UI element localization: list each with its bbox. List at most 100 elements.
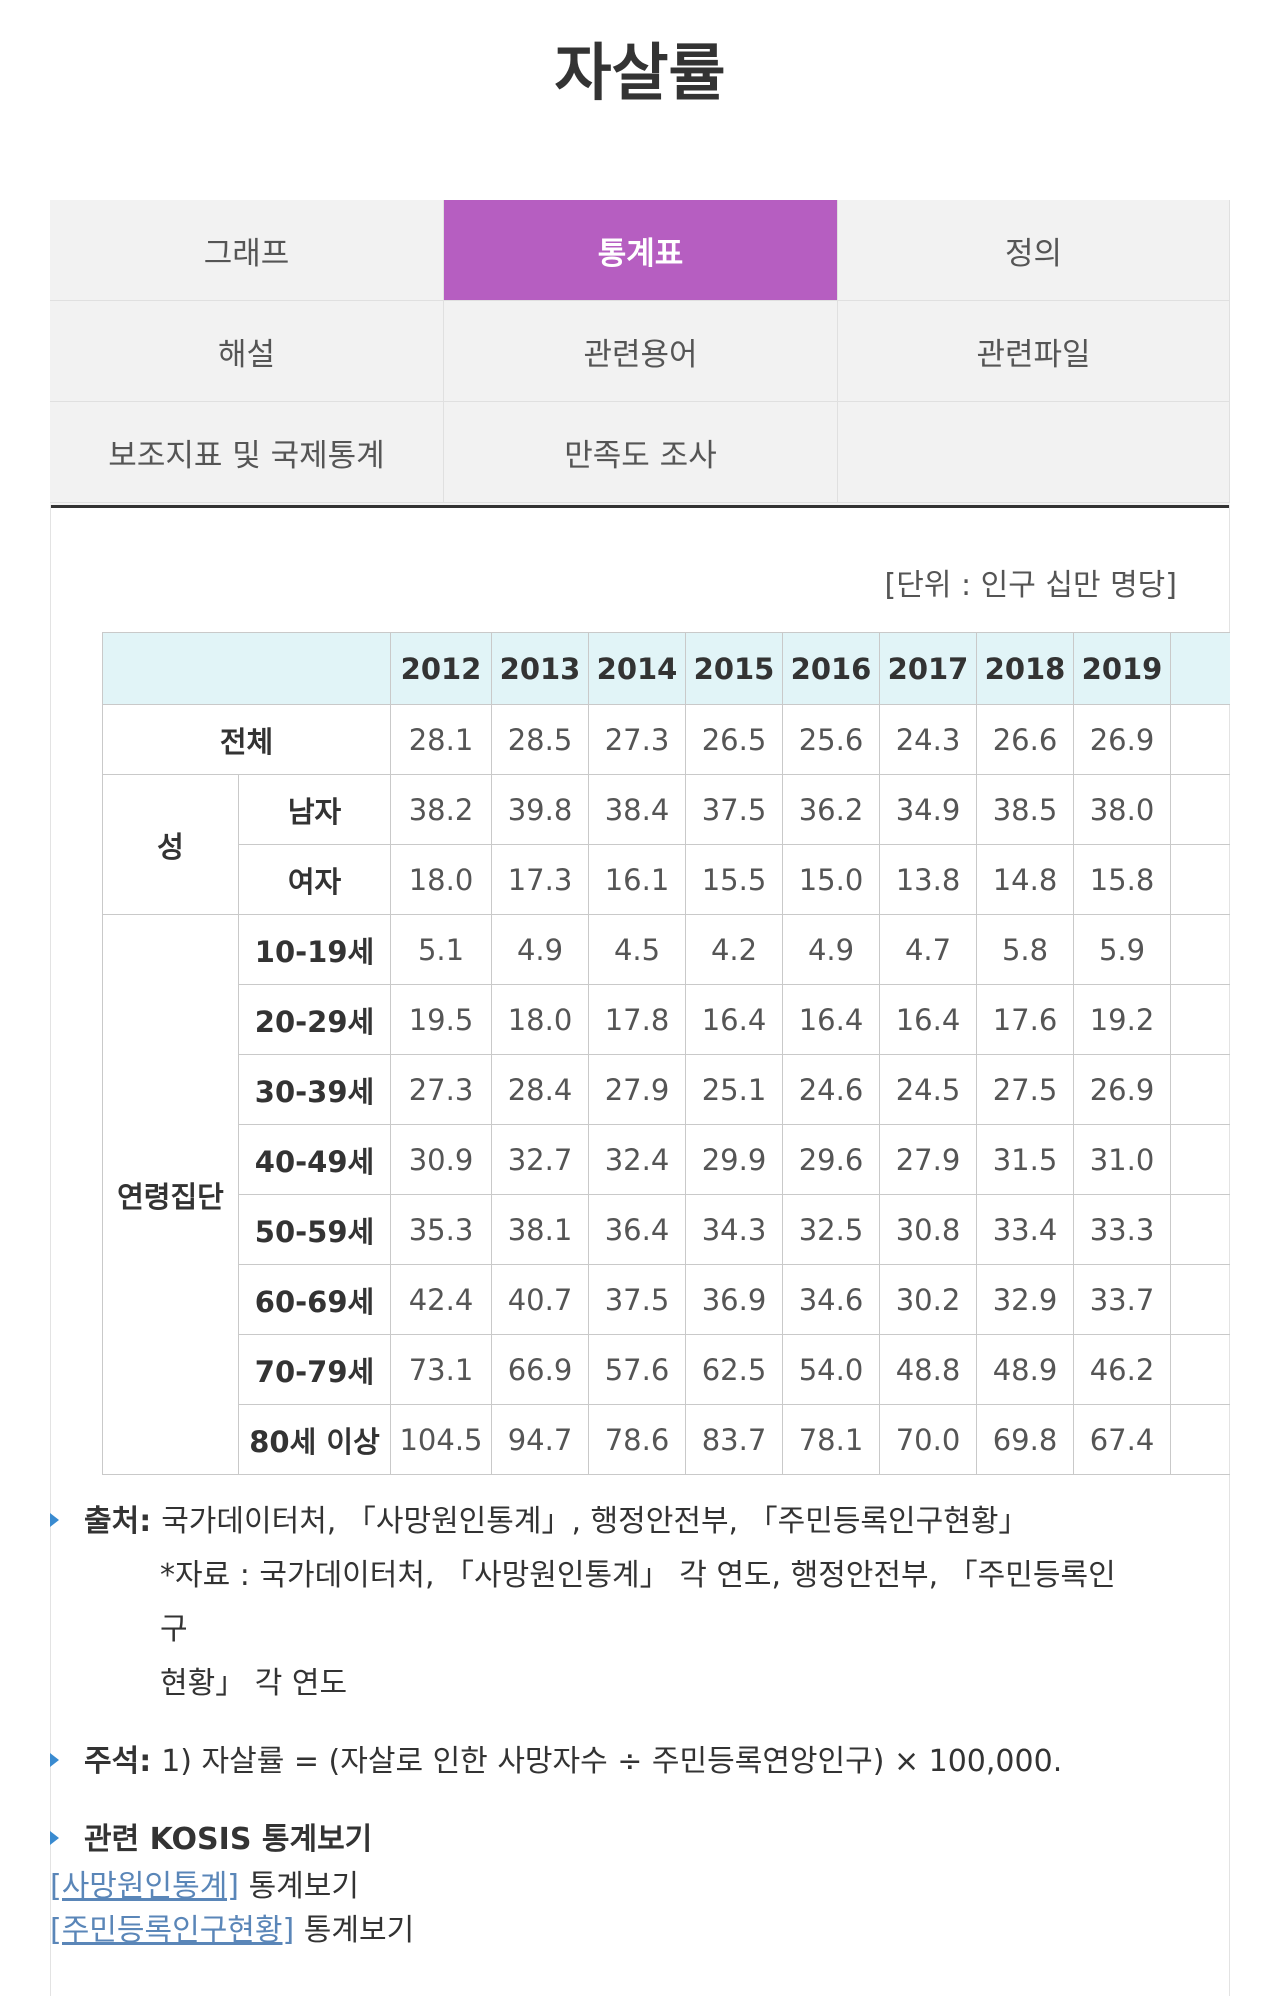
table-cell: 17.6	[976, 984, 1074, 1055]
table-cell: 4.9	[491, 914, 589, 985]
table-cell: 16.4	[879, 984, 977, 1055]
table-cell: 57.6	[588, 1334, 686, 1405]
table-cell-overflow	[1170, 774, 1230, 845]
stat-table-scroll[interactable]: 2012 2013 2014 2015 2016 2017 2018 2019 …	[102, 632, 1230, 1475]
tab-stat-table[interactable]: 통계표	[444, 200, 838, 301]
table-cell: 4.5	[588, 914, 686, 985]
year-header: 2013	[491, 632, 589, 705]
table-cell: 28.1	[390, 704, 492, 775]
table-cell: 5.1	[390, 914, 492, 985]
table-cell: 17.3	[491, 844, 589, 915]
tab-definition[interactable]: 정의	[838, 200, 1230, 301]
tab-bar: 그래프 통계표 정의 해설 관련용어 관련파일 보조지표 및 국제통계 만족도 …	[50, 200, 1230, 508]
table-cell: 4.2	[685, 914, 783, 985]
table-cell: 40.7	[491, 1264, 589, 1335]
table-cell: 19.2	[1073, 984, 1171, 1055]
table-cell: 33.7	[1073, 1264, 1171, 1335]
table-row: 30-39세 27.3 28.4 27.9 25.1 24.6 24.5 27.5 26.9	[103, 1054, 1230, 1125]
link-suffix: 통계보기	[303, 1913, 415, 1948]
table-cell: 5.8	[976, 914, 1074, 985]
kosis-heading: 관련 KOSIS 통계보기	[84, 1822, 373, 1857]
tab-related-files[interactable]: 관련파일	[838, 301, 1230, 402]
table-cell: 78.6	[588, 1404, 686, 1475]
table-cell: 38.2	[390, 774, 492, 845]
header-row: 2012 2013 2014 2015 2016 2017 2018 2019	[102, 632, 1230, 705]
table-cell: 37.5	[685, 774, 783, 845]
table-cell: 48.8	[879, 1334, 977, 1405]
table-cell: 48.9	[976, 1334, 1074, 1405]
table-cell: 34.3	[685, 1194, 783, 1265]
table-cell-overflow	[1170, 914, 1230, 985]
tab-supplementary-international[interactable]: 보조지표 및 국제통계	[50, 402, 444, 503]
table-cell-overflow	[1170, 1124, 1230, 1195]
table-cell: 78.1	[782, 1404, 880, 1475]
row-label: 남자	[238, 774, 391, 845]
table-cell: 31.5	[976, 1124, 1074, 1195]
table-cell: 66.9	[491, 1334, 589, 1405]
row-label: 30-39세	[238, 1054, 391, 1125]
table-row: 전체 28.1 28.5 27.3 26.5 25.6 24.3 26.6 26.9	[102, 704, 1230, 775]
table-cell: 27.3	[588, 704, 686, 775]
source-note: 출처: 국가데이터처, 「사망원인통계」, 행정안전부, 「주민등록인구현황」	[50, 1495, 1130, 1549]
content-panel: [단위 : 인구 십만 명당] 2012 2013 2014 2015 2016…	[50, 505, 1230, 1996]
notes-section: 출처: 국가데이터처, 「사망원인통계」, 행정안전부, 「주민등록인구현황」 *…	[50, 1495, 1130, 1867]
table-cell: 32.5	[782, 1194, 880, 1265]
table-cell: 19.5	[390, 984, 492, 1055]
table-cell: 38.1	[491, 1194, 589, 1265]
year-header: 2017	[879, 632, 977, 705]
tab-commentary[interactable]: 해설	[50, 301, 444, 402]
tab-related-terms[interactable]: 관련용어	[444, 301, 838, 402]
table-cell: 54.0	[782, 1334, 880, 1405]
table-cell: 16.4	[782, 984, 880, 1055]
table-cell: 18.0	[491, 984, 589, 1055]
footnote-text: 1) 자살률 = (자살로 인한 사망자수 ÷ 주민등록연앙인구) × 100,…	[161, 1744, 1063, 1779]
footnote: 주석: 1) 자살률 = (자살로 인한 사망자수 ÷ 주민등록연앙인구) × 1…	[50, 1735, 1130, 1789]
table-cell: 24.5	[879, 1054, 977, 1125]
table-cell: 36.2	[782, 774, 880, 845]
table-cell: 26.9	[1073, 1054, 1171, 1125]
table-cell: 27.3	[390, 1054, 492, 1125]
table-cell: 16.1	[588, 844, 686, 915]
table-row: 성 남자 38.2 39.8 38.4 37.5 36.2 34.9 38.5 38.0	[102, 774, 1230, 915]
table-cell-overflow	[1170, 1054, 1230, 1125]
table-cell-overflow	[1170, 984, 1230, 1055]
source-label: 출처:	[84, 1504, 152, 1539]
table-cell: 70.0	[879, 1404, 977, 1475]
table-row: 50-59세 35.3 38.1 36.4 34.3 32.5 30.8 33.4 33.3	[103, 1194, 1230, 1265]
table-cell: 83.7	[685, 1404, 783, 1475]
link-resident-population-stats[interactable]: [주민등록인구현황]	[50, 1913, 295, 1948]
table-cell: 38.5	[976, 774, 1074, 845]
table-cell: 36.4	[588, 1194, 686, 1265]
year-header-overflow	[1170, 632, 1230, 705]
row-label: 10-19세	[238, 914, 391, 985]
bullet-arrow-icon	[50, 1831, 59, 1845]
table-cell: 35.3	[390, 1194, 492, 1265]
table-cell: 29.6	[782, 1124, 880, 1195]
table-cell: 32.9	[976, 1264, 1074, 1335]
table-cell: 4.9	[782, 914, 880, 985]
table-cell: 34.6	[782, 1264, 880, 1335]
row-label: 여자	[238, 844, 391, 915]
year-header: 2019	[1073, 632, 1171, 705]
row-group-label: 성	[102, 774, 239, 915]
bullet-arrow-icon	[50, 1513, 59, 1527]
table-cell: 25.6	[782, 704, 880, 775]
table-cell: 38.4	[588, 774, 686, 845]
table-cell: 39.8	[491, 774, 589, 845]
table-cell-overflow	[1170, 1264, 1230, 1335]
row-label: 전체	[102, 704, 391, 775]
table-cell: 46.2	[1073, 1334, 1171, 1405]
tab-satisfaction-survey[interactable]: 만족도 조사	[444, 402, 838, 503]
table-row: 60-69세 42.4 40.7 37.5 36.9 34.6 30.2 32.9 33.7	[103, 1264, 1230, 1335]
table-cell: 27.5	[976, 1054, 1074, 1125]
table-cell: 36.9	[685, 1264, 783, 1335]
year-header: 2015	[685, 632, 783, 705]
table-cell: 15.5	[685, 844, 783, 915]
link-cause-of-death-stats[interactable]: [사망원인통계]	[50, 1869, 240, 1904]
source-text: 국가데이터처, 「사망원인통계」, 행정안전부, 「주민등록인구현황」	[161, 1504, 1029, 1539]
table-cell: 73.1	[390, 1334, 492, 1405]
table-cell: 24.3	[879, 704, 977, 775]
tab-graph[interactable]: 그래프	[50, 200, 444, 301]
row-group-label: 연령집단	[102, 914, 239, 1475]
table-cell: 15.8	[1073, 844, 1171, 915]
